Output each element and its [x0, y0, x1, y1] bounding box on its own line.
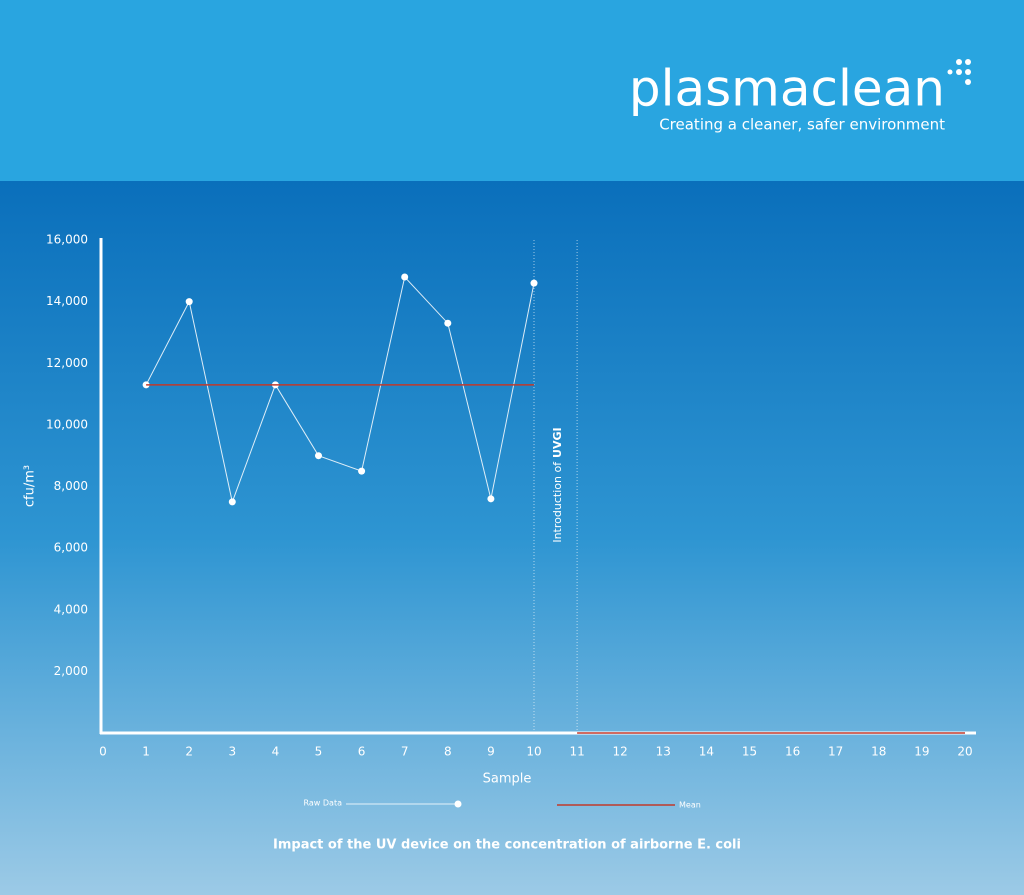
- raw-data-point: [185, 298, 193, 306]
- tagline: Creating a cleaner, safer environment: [659, 116, 945, 134]
- x-tick-label: 15: [742, 745, 757, 759]
- raw-data-point: [530, 279, 538, 287]
- chart-background: [0, 181, 1024, 895]
- x-tick-label: 9: [487, 745, 495, 759]
- x-tick-label: 18: [871, 745, 886, 759]
- x-axis-label: Sample: [483, 772, 532, 787]
- y-tick-label: 2,000: [54, 664, 88, 678]
- x-tick-label: 1: [142, 745, 150, 759]
- x-tick-label: 0: [99, 745, 107, 759]
- x-tick-label: 19: [914, 745, 929, 759]
- legend-label: Mean: [679, 801, 701, 810]
- x-tick-label: 20: [957, 745, 972, 759]
- x-tick-label: 16: [785, 745, 800, 759]
- raw-data-point: [401, 273, 409, 281]
- logo: plasmaclean: [629, 60, 945, 118]
- x-tick-label: 14: [699, 745, 714, 759]
- x-tick-label: 7: [401, 745, 409, 759]
- raw-data-point: [358, 467, 366, 475]
- y-tick-label: 4,000: [54, 602, 88, 616]
- x-tick-label: 12: [613, 745, 628, 759]
- annotation-text: Introduction of: [551, 461, 564, 543]
- annotation: Introduction of UVGI: [551, 427, 564, 542]
- y-axis-label: cfu/m³: [23, 465, 38, 507]
- x-tick-label: 6: [358, 745, 366, 759]
- y-tick-label: 16,000: [46, 233, 88, 247]
- raw-data-point: [487, 495, 495, 503]
- raw-data-point: [315, 452, 322, 460]
- x-tick-label: 8: [444, 745, 452, 759]
- x-tick-label: 4: [272, 745, 280, 759]
- header-band: [0, 0, 1024, 181]
- raw-data-point: [444, 319, 452, 327]
- y-tick-label: 10,000: [46, 417, 88, 431]
- y-tick-label: 8,000: [54, 479, 88, 493]
- x-tick-label: 17: [828, 745, 843, 759]
- x-tick-label: 2: [185, 745, 193, 759]
- x-tick-label: 13: [656, 745, 671, 759]
- x-tick-label: 3: [228, 745, 236, 759]
- x-tick-label: 11: [569, 745, 584, 759]
- chart-title: Impact of the UV device on the concentra…: [273, 838, 741, 853]
- legend-marker: [454, 800, 462, 808]
- x-tick-label: 5: [315, 745, 323, 759]
- x-tick-label: 10: [526, 745, 541, 759]
- y-tick-label: 6,000: [54, 541, 88, 555]
- logo-dots: [947, 59, 971, 85]
- y-tick-label: 14,000: [46, 294, 88, 308]
- raw-data-point: [228, 498, 236, 506]
- y-tick-label: 12,000: [46, 356, 88, 370]
- legend-label: Raw Data: [304, 799, 343, 808]
- raw-data-line: [145, 275, 535, 504]
- annotation-emphasis: UVGI: [551, 427, 564, 458]
